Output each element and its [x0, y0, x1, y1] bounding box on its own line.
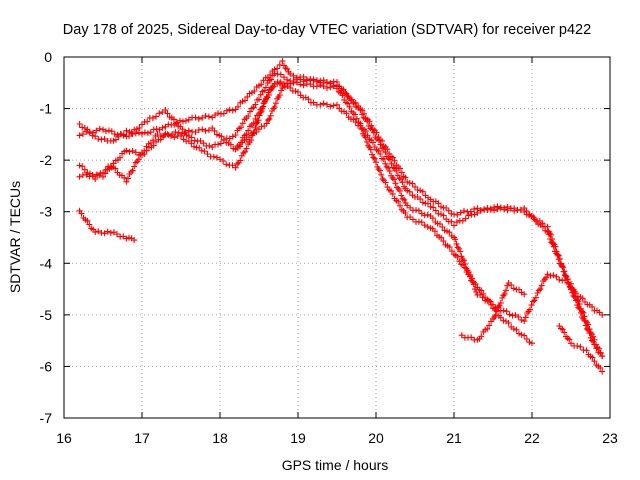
series-track-h [556, 323, 606, 375]
y-tick-label: -6 [40, 358, 53, 374]
data-point-markers [76, 80, 535, 347]
y-tick-label: -4 [40, 255, 53, 271]
data-point-markers [458, 280, 528, 343]
axis-ticks: 16 17 18 19 20 21 22 23 0 -1 -2 -3 -4 -5 -6 -7 [40, 49, 618, 446]
x-tick-label: 20 [368, 430, 384, 446]
x-axis-label: GPS time / hours [282, 457, 389, 473]
grid-lines [64, 57, 610, 418]
data-series [76, 58, 606, 375]
data-point-markers [76, 58, 606, 318]
x-tick-label: 21 [446, 430, 462, 446]
data-point-markers [232, 84, 286, 152]
x-tick-label: 22 [524, 430, 540, 446]
y-tick-label: -3 [40, 204, 53, 220]
x-tick-label: 18 [212, 430, 228, 446]
y-tick-label: -7 [40, 410, 53, 426]
series-track-c [76, 78, 606, 360]
data-point-markers [76, 78, 606, 360]
x-tick-label: 23 [602, 430, 618, 446]
y-tick-label: 0 [44, 49, 52, 65]
series-track-f [232, 84, 286, 152]
series-track-g [458, 280, 528, 343]
series-track-e [76, 207, 138, 244]
series-track-d [76, 80, 535, 347]
y-tick-label: -1 [40, 101, 53, 117]
plot-frame [63, 56, 611, 419]
y-tick-label: -5 [40, 307, 53, 323]
x-tick-label: 17 [134, 430, 150, 446]
series-track-a [76, 58, 606, 318]
data-point-markers [76, 207, 138, 244]
data-point-markers [556, 323, 606, 375]
chart-title: Day 178 of 2025, Sidereal Day-to-day VTE… [63, 22, 591, 38]
y-tick-label: -2 [40, 152, 53, 168]
x-tick-label: 19 [290, 430, 306, 446]
x-tick-label: 16 [56, 430, 72, 446]
y-axis-label: SDTVAR / TECUs [7, 181, 23, 293]
